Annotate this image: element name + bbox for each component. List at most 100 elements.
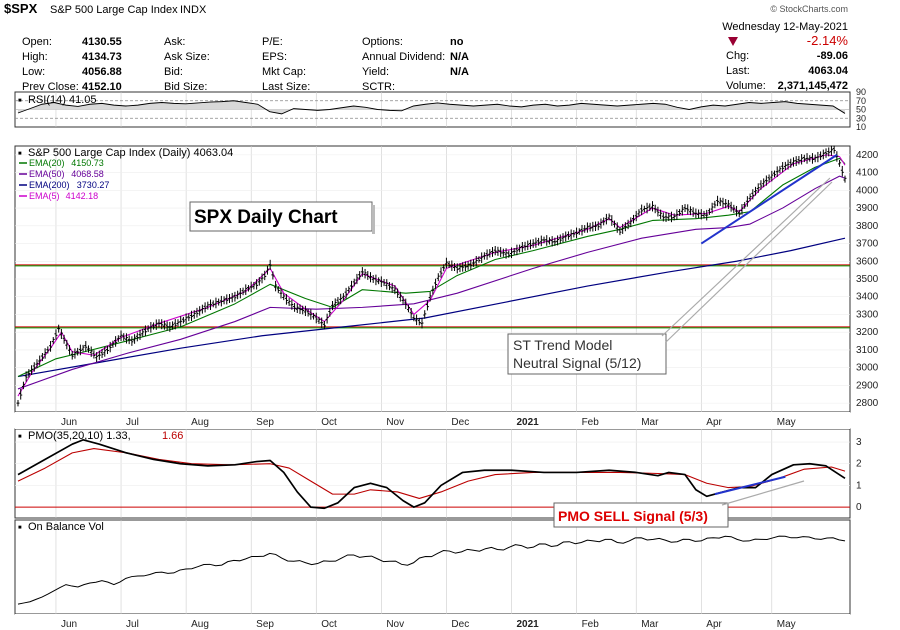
x-tick-label-bottom: Feb [582, 619, 600, 630]
title-box-shadow [372, 205, 375, 234]
quote-value: 4152.10 [82, 81, 122, 93]
rsi-y-tick: 90 [856, 87, 866, 97]
title-box [189, 201, 373, 232]
rsi-y-tick: 50 [856, 105, 866, 115]
quote-value: N/A [450, 66, 469, 78]
legend-value: 4150.73 [71, 158, 104, 168]
trend-model-box [507, 333, 667, 375]
x-tick-label: Aug [191, 417, 209, 428]
legend-name: EMA(5) [29, 191, 60, 201]
pmo-signal-value: 1.66 [162, 430, 183, 442]
ema50-line [17, 175, 846, 390]
x-axis-band-bottom [15, 614, 850, 630]
change-percent: -2.14% [807, 33, 849, 48]
title-annotation: SPX Daily Chart [189, 201, 375, 234]
quote-label: Ask Size: [164, 51, 210, 63]
quote-label: EPS: [262, 51, 287, 63]
quote-label: Bid: [164, 66, 183, 78]
x-axis-band [15, 412, 850, 429]
rsi-title: RSI(14) 41.05 [28, 94, 96, 106]
x-tick-label: May [777, 417, 796, 428]
quote-label: Ask: [164, 36, 185, 48]
pmo-trend-line [714, 475, 786, 496]
price-y-tick: 3200 [856, 327, 879, 338]
x-tick-label: 2021 [516, 417, 539, 428]
quote-header: $SPX S&P 500 Large Cap Index INDX © Stoc… [4, 1, 849, 93]
x-tick-label-bottom: Jun [61, 619, 77, 630]
pmo-callout-line [721, 480, 805, 506]
x-tick-label-bottom: Apr [706, 619, 722, 630]
price-y-tick: 3400 [856, 292, 879, 303]
pmo-y-tick: 2 [856, 459, 862, 470]
ema200-line [17, 237, 846, 378]
x-tick-label-bottom: 2021 [516, 619, 539, 630]
quote-value: 4134.73 [82, 51, 122, 63]
quote-value: no [450, 36, 464, 48]
quote-date: Wednesday 12-May-2021 [722, 21, 848, 33]
x-tick-label: Nov [386, 417, 404, 428]
price-y-tick: 3800 [856, 221, 879, 232]
quote-label: Chg: [726, 50, 749, 62]
quote-label: Bid Size: [164, 81, 207, 93]
x-tick-label: Feb [582, 417, 600, 428]
callout-line-2 [665, 181, 833, 343]
obv-title: On Balance Vol [28, 521, 104, 533]
x-tick-label: Jun [61, 417, 77, 428]
quote-value: 4056.88 [82, 66, 122, 78]
x-tick-label: Jul [126, 417, 139, 428]
quote-label: Annual Dividend: [362, 51, 445, 63]
pmo-y-tick: 1 [856, 480, 862, 491]
price-y-tick: 2900 [856, 380, 879, 391]
x-tick-label: Mar [641, 417, 659, 428]
quote-label: Yield: [362, 66, 389, 78]
watermark: © StockCharts.com [770, 4, 848, 14]
obv-legend-swatch: ■ [18, 525, 22, 531]
quote-label: Options: [362, 36, 403, 48]
price-y-tick: 4100 [856, 168, 879, 179]
legend-value: 3730.27 [77, 180, 110, 190]
down-arrow-icon [728, 37, 738, 46]
legend-name: EMA(20) [29, 158, 65, 168]
rsi-area [18, 100, 845, 114]
trend-model-signal-label: Neutral Signal (5/12) [513, 355, 641, 371]
x-tick-label-bottom: Dec [451, 619, 469, 630]
callout-line [661, 177, 831, 337]
quote-value: -89.06 [817, 50, 848, 62]
x-tick-label: Apr [706, 417, 722, 428]
price-y-tick: 3500 [856, 274, 879, 285]
x-tick-label: Oct [321, 417, 337, 428]
x-tick-label-bottom: Nov [386, 619, 404, 630]
price-y-tick: 2800 [856, 398, 879, 409]
x-tick-label-bottom: Aug [191, 619, 209, 630]
pmo-y-tick: 0 [856, 502, 862, 513]
price-legend-swatch: ■ [18, 151, 22, 157]
trend-model-label: ST Trend Model [513, 337, 612, 353]
rsi-y-tick: 30 [856, 113, 866, 123]
symbol: $SPX [4, 1, 38, 16]
quote-value: 4130.55 [82, 36, 122, 48]
pmo-sell-label: PMO SELL Signal (5/3) [558, 508, 708, 524]
x-tick-label-bottom: Oct [321, 619, 337, 630]
trend-model-annotation: ST Trend Model Neutral Signal (5/12) [507, 177, 833, 375]
pmo-legend-swatch: ■ [18, 434, 22, 440]
price-y-tick: 3100 [856, 345, 879, 356]
pmo-sell-annotation: PMO SELL Signal (5/3) [553, 480, 805, 528]
obv-panel: ■ On Balance Vol [17, 521, 846, 605]
quote-label: Prev Close: [22, 81, 79, 93]
price-title: S&P 500 Large Cap Index (Daily) 4063.04 [28, 147, 233, 159]
quote-label: Last: [726, 65, 750, 77]
quote-label: SCTR: [362, 81, 395, 93]
price-bars [16, 145, 847, 407]
price-y-tick: 3300 [856, 309, 879, 320]
quote-label: Mkt Cap: [262, 66, 306, 78]
trend-line [700, 154, 838, 245]
quote-value: N/A [450, 51, 469, 63]
pmo-signal-line [17, 447, 846, 500]
quote-label: Open: [22, 36, 52, 48]
quote-value: 4063.04 [808, 65, 849, 77]
pmo-sell-box [553, 502, 729, 528]
rsi-line [17, 100, 846, 115]
x-tick-label-bottom: Mar [641, 619, 659, 630]
